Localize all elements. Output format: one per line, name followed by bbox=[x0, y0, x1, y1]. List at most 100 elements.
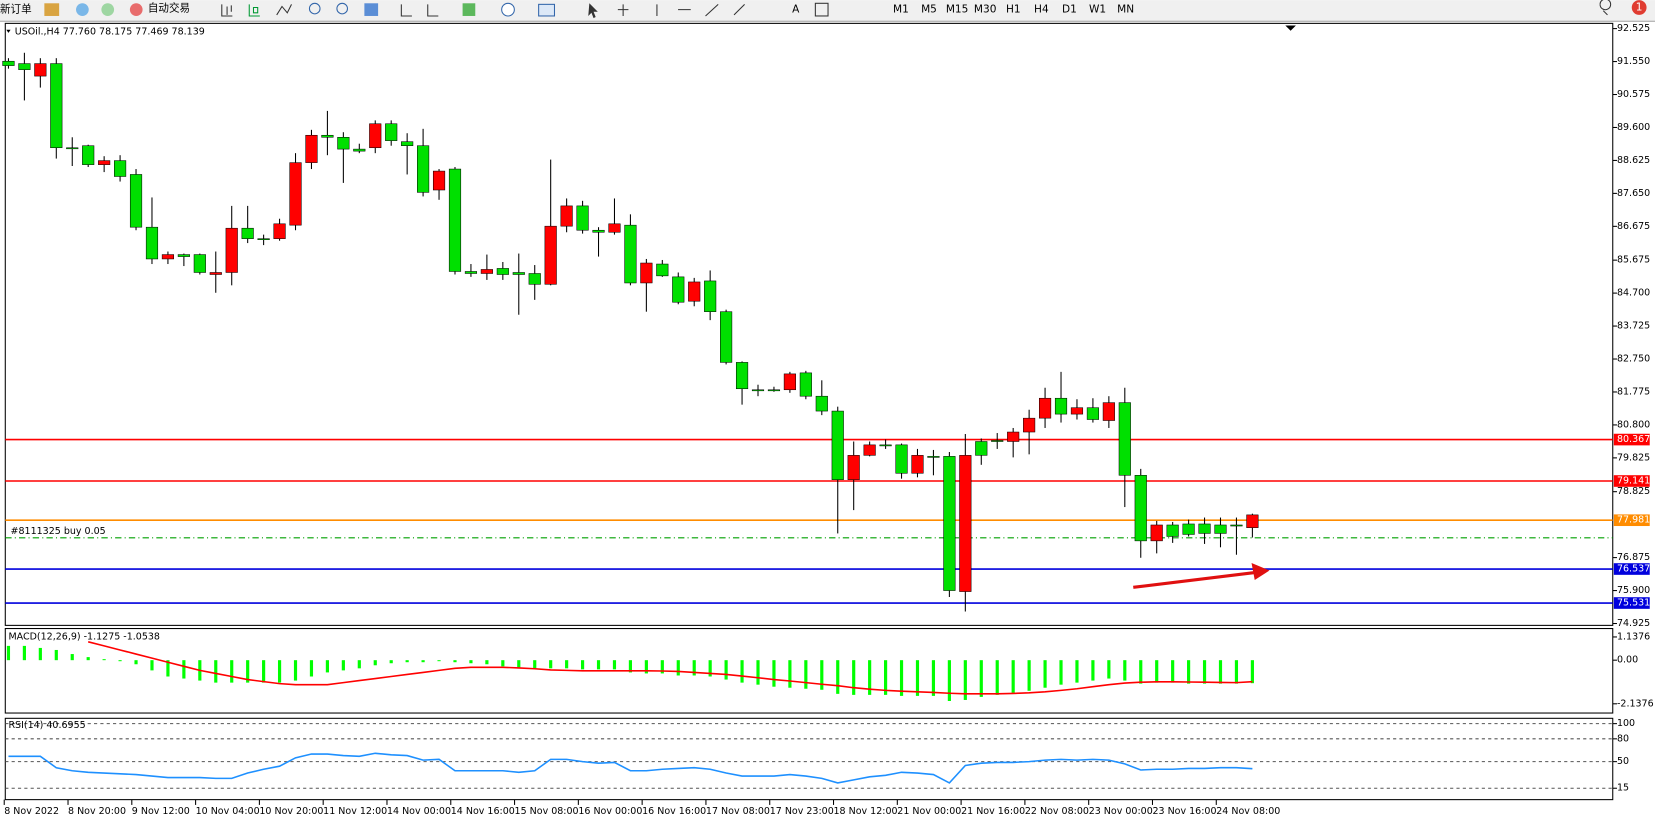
timeframe-button[interactable]: M5 bbox=[921, 4, 937, 16]
icon[interactable] bbox=[814, 2, 829, 17]
candle-body bbox=[528, 273, 541, 285]
auto-trading[interactable]: 自动交易 bbox=[148, 2, 190, 15]
icon[interactable] bbox=[76, 3, 89, 16]
candle-body bbox=[1070, 407, 1084, 415]
icon[interactable] bbox=[617, 3, 745, 17]
macd-bar bbox=[995, 660, 999, 695]
macd-bar bbox=[692, 660, 696, 676]
candle-body bbox=[82, 145, 95, 165]
candle-body bbox=[369, 123, 382, 149]
icon[interactable] bbox=[336, 2, 349, 15]
candle-body bbox=[943, 456, 956, 591]
timeframe-button[interactable]: D1 bbox=[1062, 4, 1077, 16]
candle-body bbox=[193, 254, 206, 273]
new-order[interactable]: 新订单 bbox=[0, 3, 32, 16]
macd-bar bbox=[549, 660, 553, 669]
timeframe-button[interactable]: H1 bbox=[1006, 4, 1021, 16]
icon[interactable] bbox=[129, 3, 143, 16]
icon[interactable] bbox=[588, 3, 598, 19]
icon[interactable] bbox=[501, 2, 515, 17]
icon[interactable] bbox=[538, 3, 556, 17]
candle-body bbox=[257, 238, 270, 240]
y-tick-label: 88.625 bbox=[1617, 155, 1650, 166]
candle-body bbox=[592, 229, 605, 233]
candle-body bbox=[608, 223, 621, 233]
candle-body bbox=[783, 373, 796, 391]
candle-body bbox=[751, 389, 765, 392]
y-tick-label: 87.650 bbox=[1617, 188, 1650, 199]
main-pane bbox=[4, 22, 1614, 626]
macd-bar bbox=[1250, 660, 1254, 684]
trade-label: #8111325 buy 0.05 bbox=[11, 526, 106, 537]
y-tick-label: 91.550 bbox=[1617, 56, 1650, 67]
y-tick-label: 78.825 bbox=[1617, 486, 1650, 497]
level-tag bbox=[1613, 514, 1650, 527]
symbol-info: USOil.,H4 77.760 78.175 77.469 78.139 bbox=[15, 26, 205, 37]
macd-bar bbox=[1027, 660, 1031, 691]
y-tick-label: 15 bbox=[1617, 783, 1629, 794]
candle-body bbox=[385, 123, 398, 141]
macd-bar bbox=[565, 660, 569, 669]
icon[interactable] bbox=[462, 3, 476, 16]
icon[interactable] bbox=[248, 4, 260, 17]
macd-bar bbox=[931, 660, 936, 696]
candle-body bbox=[975, 441, 988, 456]
candle-body bbox=[209, 272, 222, 275]
macd-bar bbox=[357, 660, 361, 669]
candle-body bbox=[656, 263, 669, 277]
notification-badge[interactable] bbox=[1631, 0, 1647, 15]
macd-bar bbox=[1187, 660, 1191, 684]
icon[interactable] bbox=[276, 4, 292, 16]
macd-bar bbox=[884, 660, 888, 695]
macd-bar bbox=[724, 660, 728, 680]
timeframe-button[interactable]: H4 bbox=[1034, 4, 1049, 16]
macd-bar bbox=[947, 660, 951, 701]
x-tick-label: 10 Nov 20:00 bbox=[259, 806, 323, 817]
icon[interactable] bbox=[308, 2, 321, 15]
timeframe-button[interactable]: M15 bbox=[946, 4, 969, 16]
macd-bar bbox=[469, 660, 473, 664]
candle-body bbox=[1134, 475, 1147, 542]
y-tick-label: 1.1376 bbox=[1617, 631, 1650, 642]
shift-marker bbox=[1285, 25, 1296, 31]
macd-bar bbox=[852, 660, 856, 695]
y-tick-label: 82.750 bbox=[1617, 354, 1650, 365]
icon[interactable] bbox=[221, 4, 233, 17]
candle-body bbox=[704, 280, 717, 312]
macd-bar bbox=[1234, 660, 1239, 684]
icon[interactable] bbox=[44, 3, 60, 16]
x-tick-label: 8 Nov 20:00 bbox=[68, 806, 126, 817]
rsi-pane bbox=[4, 717, 1614, 801]
macd-bar bbox=[501, 660, 505, 667]
macd-bar bbox=[612, 660, 617, 670]
candle-body bbox=[18, 63, 31, 70]
level-tag-label: 77.981 bbox=[1617, 515, 1650, 526]
timeframe-button[interactable]: M30 bbox=[974, 4, 997, 16]
y-tick-label: 85.675 bbox=[1617, 255, 1650, 266]
timeframe-button[interactable]: W1 bbox=[1089, 4, 1106, 16]
candle-body bbox=[2, 60, 15, 66]
icon[interactable] bbox=[364, 3, 379, 16]
x-tick-label: 22 Nov 08:00 bbox=[1025, 806, 1089, 817]
macd-bar bbox=[293, 660, 298, 681]
candle-body bbox=[289, 162, 302, 226]
macd-bar bbox=[54, 649, 58, 661]
search[interactable] bbox=[1599, 0, 1612, 16]
icon[interactable] bbox=[400, 4, 439, 17]
icon[interactable] bbox=[101, 3, 115, 16]
timeframe-button[interactable]: MN bbox=[1117, 4, 1134, 16]
macd-bar bbox=[820, 660, 824, 690]
rsi-line bbox=[8, 752, 1253, 784]
candle-body bbox=[417, 145, 430, 193]
candle-body bbox=[98, 160, 111, 165]
x-tick-label: 17 Nov 23:00 bbox=[770, 806, 834, 817]
icon[interactable]: A bbox=[792, 4, 800, 16]
macd-bar bbox=[644, 660, 648, 674]
macd-bar bbox=[963, 660, 967, 700]
annotation-arrow bbox=[1133, 563, 1270, 589]
macd-bar bbox=[772, 660, 776, 687]
candle-body bbox=[688, 281, 701, 302]
timeframe-button[interactable]: M1 bbox=[893, 4, 909, 16]
y-tick-label: 0.00 bbox=[1617, 655, 1638, 666]
y-tick-label: 74.925 bbox=[1617, 618, 1650, 629]
